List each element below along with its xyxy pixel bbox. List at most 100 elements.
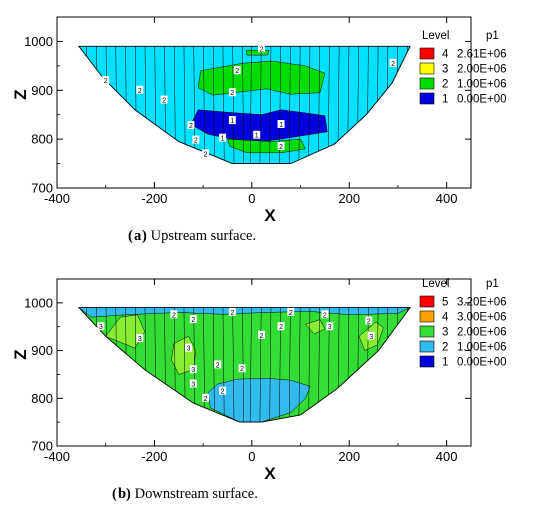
contour-label-bg <box>258 44 266 53</box>
mesh-line <box>222 46 225 164</box>
mesh-line <box>241 307 245 423</box>
contour-regions <box>78 307 411 423</box>
contour-label: 2 <box>216 362 220 369</box>
y-tick-label: 1000 <box>24 295 53 310</box>
mesh-line <box>76 279 78 446</box>
x-tick-label: -200 <box>141 449 167 464</box>
caption-a-letter: a <box>134 228 142 244</box>
mesh-line <box>124 307 128 423</box>
legend-header-var: p1 <box>486 278 499 290</box>
mesh-line <box>85 46 89 164</box>
legend-value: 3.00E+06 <box>457 312 507 324</box>
contour-label: 3 <box>191 381 195 388</box>
legend-swatch <box>419 310 435 323</box>
mesh-line <box>105 307 108 423</box>
contour-label: 2 <box>235 68 239 75</box>
contour-label-bg <box>97 322 105 331</box>
contour-label-bg <box>228 116 236 125</box>
contour-region-1 <box>197 60 326 96</box>
contour-label-bg <box>187 120 195 129</box>
contour-label-bg <box>233 66 241 75</box>
contour-region-3 <box>105 314 145 349</box>
mesh-line <box>95 307 99 423</box>
plot-frame <box>56 16 472 189</box>
legend-value: 1.00E+06 <box>457 342 507 354</box>
caption-a-paren-open: ( <box>128 228 133 244</box>
mesh-line <box>115 307 118 423</box>
caption-b-paren-close: ) <box>126 486 131 502</box>
contour-label-bg <box>214 360 222 369</box>
contour-label: 2 <box>194 138 198 145</box>
legend-swatch <box>419 77 435 90</box>
contour-label: 1 <box>221 136 225 143</box>
legend-level: 4 <box>442 49 449 61</box>
caption-a-text: Upstream surface. <box>147 228 256 244</box>
contour-label-bg <box>202 149 210 158</box>
legend-value: 0.00E+00 <box>457 357 507 369</box>
contour-label-bg <box>238 364 246 373</box>
legend-swatch <box>419 295 435 308</box>
legend-value: 2.00E+06 <box>457 64 507 76</box>
contour-label: 2 <box>221 389 225 396</box>
plot-frame <box>56 278 472 447</box>
legend-value: 1.00E+06 <box>457 79 507 91</box>
legend-level: 5 <box>442 297 448 309</box>
x-tick-label: 400 <box>436 449 458 464</box>
contour-label: 2 <box>260 333 264 340</box>
contour-label-bg <box>185 343 193 352</box>
mesh-line <box>259 307 262 423</box>
contour-label-bg <box>389 58 397 67</box>
legend-header-level: Level <box>422 30 450 42</box>
legend-level: 3 <box>442 327 448 339</box>
legend: Level p1 4 2.61E+06 3 2.00E+06 2 1.00E+06 1 0.00E… <box>419 30 507 106</box>
contour-label: 2 <box>189 123 193 130</box>
contour-label-bg <box>277 322 285 331</box>
x-tick-label: 0 <box>248 191 255 206</box>
mesh-line <box>249 307 253 423</box>
mesh-line <box>288 46 292 164</box>
y-tick-label: 1000 <box>24 34 53 49</box>
contour-label: 2 <box>230 90 234 97</box>
contour-label: 2 <box>391 61 395 68</box>
mesh-line <box>386 46 389 164</box>
caption-b-letter: b <box>118 486 126 502</box>
contour-label: 3 <box>328 324 332 331</box>
mesh-line <box>278 307 282 423</box>
mesh-line <box>232 307 235 423</box>
y-axis-title: Z <box>11 89 30 99</box>
contour-label-bg <box>219 386 227 395</box>
contour-label-bg <box>228 307 236 316</box>
contour-label-bg <box>258 330 266 339</box>
mesh-line <box>386 307 389 423</box>
mesh-line <box>405 46 408 164</box>
contour-region-4 <box>227 138 306 154</box>
y-axis-title: Z <box>11 349 30 359</box>
mesh-line <box>269 46 272 164</box>
y-tick-label: 900 <box>31 343 53 358</box>
contour-region-1 <box>78 307 411 318</box>
contour-label: 1 <box>279 122 283 129</box>
contour-region-2 <box>245 49 270 56</box>
contour-region-6 <box>304 319 326 335</box>
mesh-line <box>249 46 253 164</box>
contour-label: 2 <box>104 78 108 85</box>
legend-swatch <box>419 355 435 368</box>
legend-level: 1 <box>442 94 448 106</box>
contour-label: 3 <box>191 367 195 374</box>
legend-swatch <box>419 325 435 338</box>
mesh-line <box>241 46 245 164</box>
y-tick-label: 700 <box>31 181 53 196</box>
mesh-line <box>366 307 369 423</box>
mesh-line <box>395 46 399 164</box>
contour-label: 2 <box>230 310 234 317</box>
legend: Level p1 5 3.20E+06 4 3.00E+06 3 2.00E+06 2 1.00E… <box>419 278 507 369</box>
legend-value: 3.20E+06 <box>457 297 507 309</box>
contour-label: 2 <box>240 366 244 373</box>
contour-label: 1 <box>255 133 259 140</box>
mesh-line <box>259 46 262 164</box>
legend-value: 2.00E+06 <box>457 327 507 339</box>
legend-value: 0.00E+00 <box>457 94 507 106</box>
